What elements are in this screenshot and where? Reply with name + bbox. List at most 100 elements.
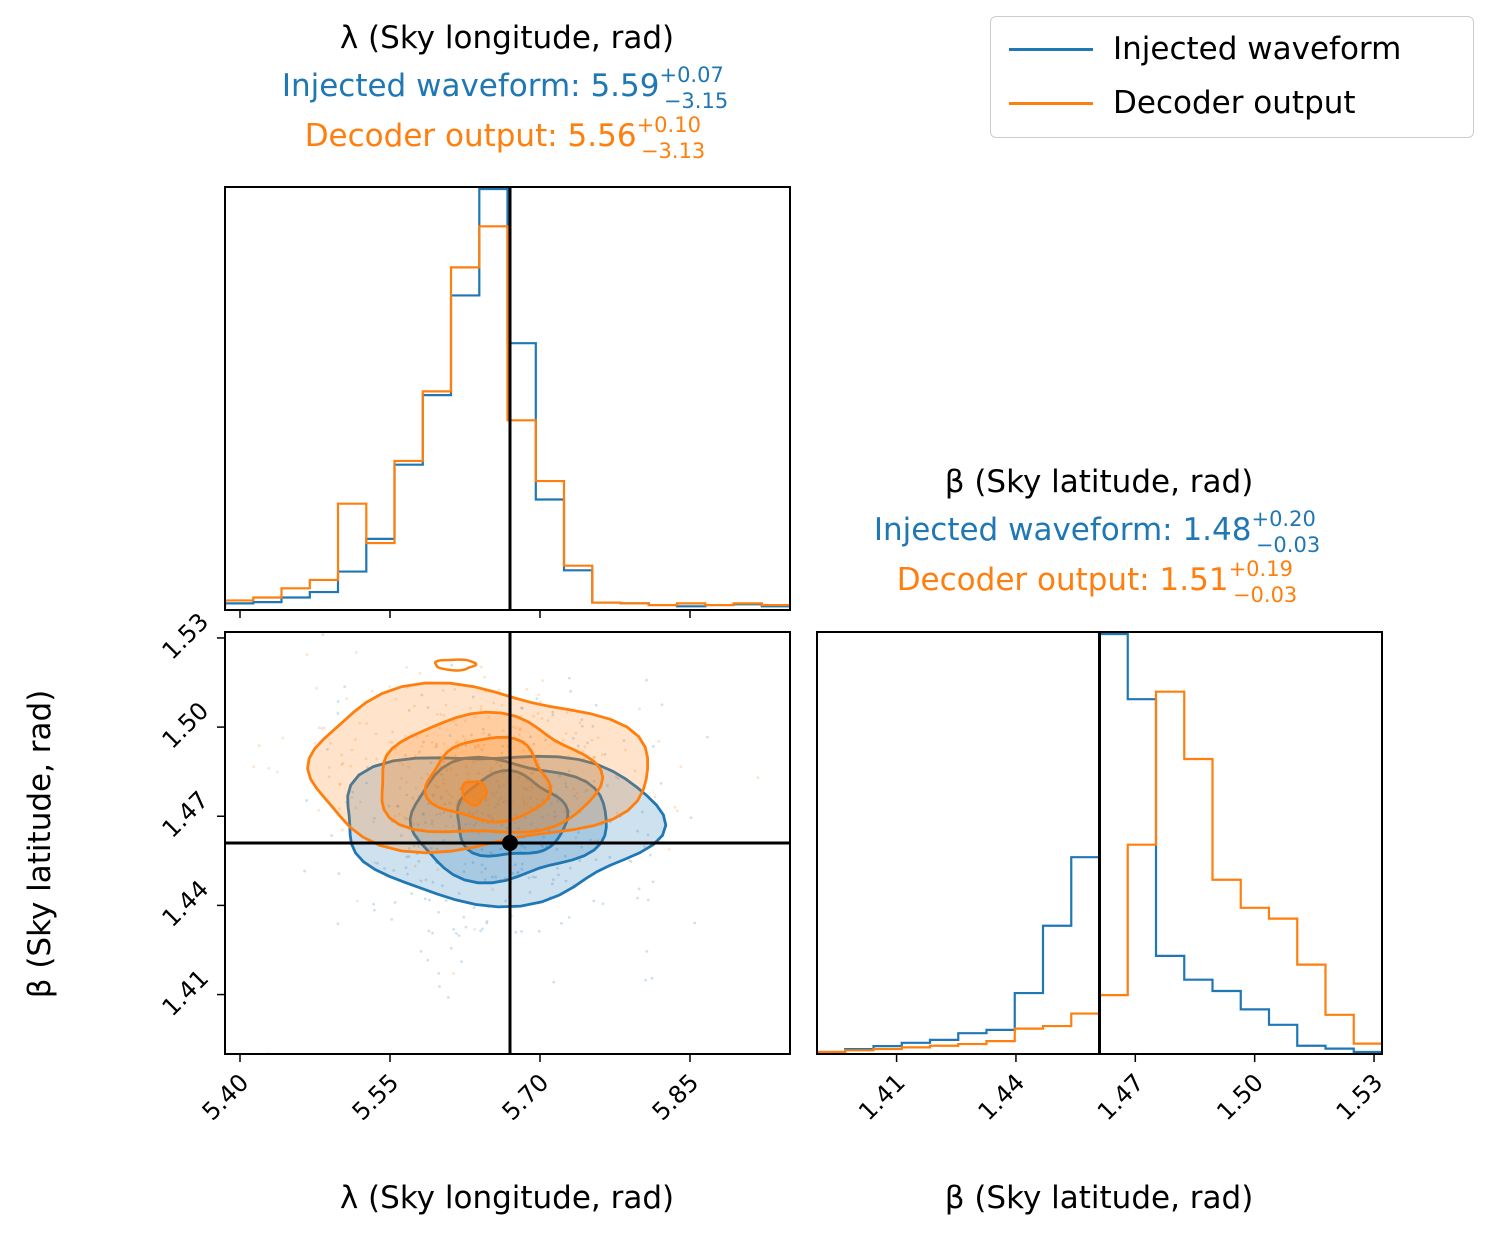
scatter-point-decoder — [354, 738, 357, 741]
beta-x-tick-label: 1.44 — [973, 1068, 1031, 1126]
scatter-point-decoder — [440, 795, 444, 799]
scatter-point-decoder — [501, 801, 505, 804]
scatter-point-decoder — [521, 794, 525, 798]
scatter-point-decoder — [341, 761, 345, 765]
scatter-point-decoder — [340, 753, 344, 757]
scatter-point-injected — [430, 846, 433, 850]
scatter-point-injected — [492, 793, 496, 797]
scatter-point-injected — [420, 693, 424, 697]
beta-y-tick-label: 1.41 — [157, 964, 215, 1022]
scatter-point-injected — [527, 876, 531, 880]
scatter-point-injected — [471, 861, 475, 864]
scatter-point-injected — [387, 804, 391, 808]
scatter-point-injected — [431, 793, 435, 797]
scatter-point-injected — [532, 742, 536, 746]
scatter-point-decoder — [540, 717, 544, 720]
scatter-point-injected — [547, 829, 551, 832]
scatter-point-decoder — [327, 766, 331, 769]
scatter-point-decoder — [575, 796, 579, 800]
scatter-point-decoder — [467, 778, 471, 782]
scatter-point-decoder — [485, 797, 489, 801]
scatter-point-injected — [336, 922, 340, 926]
scatter-point-decoder — [486, 813, 490, 817]
scatter-point-decoder — [320, 727, 324, 730]
scatter-point-decoder — [252, 765, 256, 769]
scatter-point-injected — [516, 871, 520, 875]
legend-item-injected: Injected waveform — [1009, 29, 1401, 69]
scatter-point-injected — [303, 869, 307, 873]
scatter-point-injected — [567, 769, 571, 773]
scatter-point-injected — [484, 867, 487, 871]
scatter-point-decoder — [420, 744, 424, 748]
scatter-point-injected — [437, 910, 440, 914]
lambda-decoder-summary: Decoder output: 5.56+0.10 −3.13 — [305, 113, 706, 163]
scatter-point-decoder — [480, 870, 484, 874]
scatter-point-injected — [399, 834, 403, 837]
scatter-point-injected — [529, 796, 532, 800]
scatter-point-injected — [438, 812, 442, 816]
scatter-point-injected — [432, 794, 436, 798]
scatter-point-injected — [343, 685, 347, 689]
scatter-point-decoder — [349, 764, 353, 768]
scatter-point-decoder — [388, 740, 392, 744]
lambda-tick-label: 5.70 — [497, 1068, 555, 1126]
scatter-point-injected — [516, 827, 520, 830]
scatter-point-decoder — [275, 770, 279, 774]
scatter-point-injected — [485, 921, 489, 925]
scatter-point-injected — [556, 799, 560, 803]
scatter-point-injected — [564, 879, 568, 883]
scatter-point-injected — [542, 835, 546, 839]
scatter-point-decoder — [464, 765, 468, 769]
scatter-point-injected — [383, 867, 386, 870]
scatter-point-decoder — [442, 782, 446, 786]
scatter-point-decoder — [521, 798, 525, 802]
scatter-point-decoder — [653, 795, 657, 799]
scatter-point-injected — [553, 815, 556, 819]
scatter-point-decoder — [388, 685, 392, 688]
scatter-point-injected — [580, 724, 584, 728]
scatter-point-decoder — [435, 813, 439, 817]
scatter-point-decoder — [483, 675, 486, 679]
scatter-point-injected — [405, 855, 409, 859]
scatter-point-injected — [326, 747, 329, 751]
scatter-point-decoder — [657, 739, 661, 743]
scatter-point-injected — [421, 813, 425, 816]
scatter-point-decoder — [441, 688, 445, 692]
beta-x-tick-label: 1.47 — [1092, 1068, 1150, 1126]
scatter-point-decoder — [614, 775, 618, 778]
beta-y-tick-label: 1.44 — [157, 875, 215, 933]
scatter-point-injected — [435, 847, 439, 851]
scatter-point-decoder — [477, 745, 481, 749]
scatter-point-decoder — [350, 795, 354, 799]
scatter-point-decoder — [574, 836, 578, 840]
scatter-point-injected — [430, 822, 434, 826]
scatter-point-injected — [423, 897, 427, 901]
scatter-point-injected — [351, 790, 355, 794]
scatter-point-decoder — [329, 741, 332, 745]
scatter-point-injected — [449, 946, 453, 950]
scatter-point-decoder — [505, 826, 508, 830]
scatter-point-decoder — [436, 785, 440, 789]
scatter-point-decoder — [398, 786, 402, 790]
scatter-point-decoder — [481, 821, 484, 824]
legend-label-injected: Injected waveform — [1113, 31, 1402, 67]
scatter-point-injected — [555, 848, 559, 851]
scatter-point-decoder — [565, 711, 569, 715]
scatter-point-injected — [481, 927, 484, 931]
scatter-point-injected — [490, 875, 494, 879]
scatter-point-decoder — [546, 719, 550, 722]
scatter-point-injected — [460, 960, 463, 964]
scatter-point-injected — [442, 839, 445, 842]
scatter-point-decoder — [472, 760, 475, 764]
scatter-point-injected — [693, 921, 697, 925]
scatter-point-decoder — [405, 780, 408, 784]
scatter-point-decoder — [476, 743, 480, 747]
scatter-point-injected — [534, 875, 537, 879]
scatter-point-decoder — [583, 745, 587, 749]
scatter-point-injected — [393, 901, 397, 904]
scatter-point-injected — [529, 806, 533, 810]
scatter-point-injected — [644, 978, 648, 982]
scatter-point-injected — [705, 735, 709, 739]
scatter-point-decoder — [436, 868, 440, 871]
scatter-point-decoder — [439, 763, 443, 767]
